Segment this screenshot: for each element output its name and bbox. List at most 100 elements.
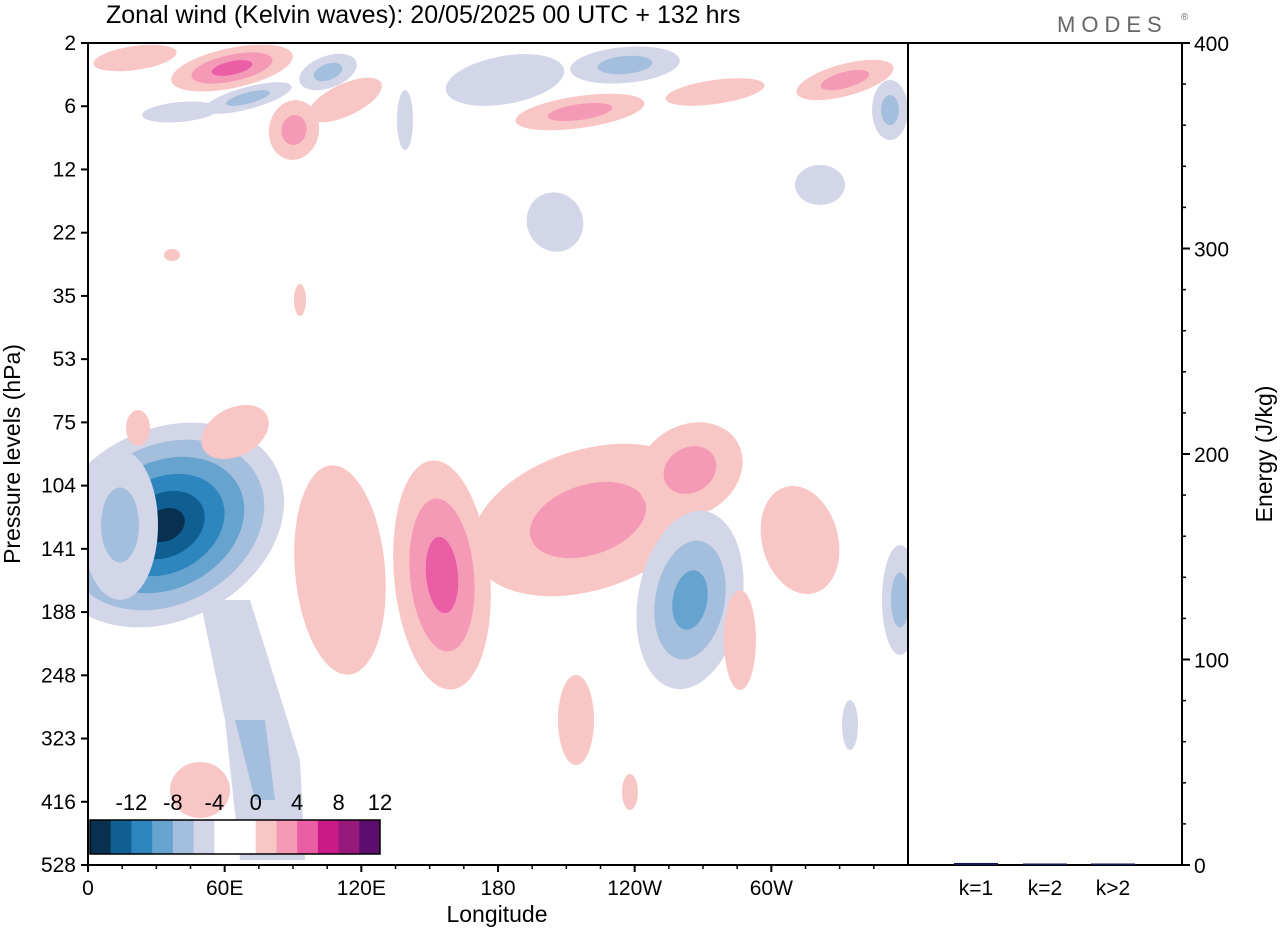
x-tick-label: 60W xyxy=(750,877,793,900)
colorbar-label: 0 xyxy=(250,790,262,815)
energy-bar xyxy=(954,862,998,865)
contour-negative-level xyxy=(672,570,708,630)
colorbar-swatch xyxy=(172,820,195,854)
y-tick-label: 12 xyxy=(53,158,76,181)
contour-positive xyxy=(622,774,638,810)
contour-positive-level xyxy=(760,485,840,595)
contour-negative xyxy=(795,165,845,205)
colorbar-label: -12 xyxy=(116,790,148,815)
x-tick-label: 60E xyxy=(206,877,243,900)
contour-positive-level xyxy=(820,69,870,91)
contour-positive xyxy=(796,59,894,101)
contour-negative xyxy=(235,720,275,800)
y-tick-label: 2 xyxy=(64,32,76,55)
x-axis-label: Longitude xyxy=(446,901,547,927)
y-tick-label: 104 xyxy=(41,475,76,498)
contour-negative xyxy=(882,545,908,655)
colorbar-swatch xyxy=(338,820,360,854)
chart-title: Zonal wind (Kelvin waves): 20/05/2025 00… xyxy=(106,1,740,29)
colorbar-swatch xyxy=(359,820,381,854)
contour-positive-level xyxy=(724,590,756,690)
energy-bars: k=1 k=2 k>2 xyxy=(954,862,1135,900)
contour-positive-level xyxy=(294,465,386,675)
contour-negative xyxy=(88,450,158,600)
contour-negative xyxy=(872,80,908,140)
contour-negative-level xyxy=(397,90,413,150)
contour-positive-level xyxy=(281,115,307,145)
contour-positive xyxy=(308,77,382,123)
colorbar-swatch xyxy=(193,820,215,854)
contour-positive-level xyxy=(308,77,382,123)
x-tick-label: 0 xyxy=(82,877,94,900)
y-tick-label: 53 xyxy=(53,348,76,371)
colorbar-swatch xyxy=(235,820,257,854)
contour-negative xyxy=(526,192,584,252)
y-tick-label: 35 xyxy=(53,285,76,308)
contour-positive xyxy=(294,284,306,316)
contour-positive-level xyxy=(558,675,594,765)
contour-negative xyxy=(142,101,218,123)
contour-negative-level xyxy=(226,90,270,106)
energy-tick-label: 300 xyxy=(1194,239,1229,262)
x-tick-label: 180 xyxy=(480,877,515,900)
y-tick-label: 141 xyxy=(41,538,76,561)
contour-positive xyxy=(558,675,594,765)
contour-negative-level xyxy=(881,95,899,125)
contour-positive-level xyxy=(622,774,638,810)
energy-frame xyxy=(907,42,1183,866)
contour-positive xyxy=(515,93,645,131)
contour-positive-level xyxy=(211,60,253,76)
energy-tick-label: 200 xyxy=(1194,444,1229,467)
contour-positive xyxy=(294,465,386,675)
y-tick-label: 528 xyxy=(41,854,76,877)
contour-negative xyxy=(445,54,565,106)
contour-negative xyxy=(636,510,744,690)
contour-negative-level xyxy=(795,165,845,205)
contour-positive xyxy=(637,422,743,518)
contour-positive-level xyxy=(425,536,459,614)
y-axis-label: Pressure levels (hPa) xyxy=(0,344,25,564)
colorbar-label: -4 xyxy=(205,790,225,815)
contour-positive xyxy=(126,410,150,446)
x-tick-label: 120W xyxy=(607,877,662,900)
contour-positive xyxy=(665,78,765,106)
y-tick-label: 416 xyxy=(41,791,76,814)
y-axis: 2 6 12 22 35 53 75 104 141 188 248 323 416 528 xyxy=(41,32,88,877)
contour-fill xyxy=(88,44,908,860)
colorbar-label: 8 xyxy=(332,790,344,815)
energy-bar xyxy=(1091,863,1135,865)
contour-negative-level xyxy=(597,55,653,75)
contour-negative-level xyxy=(101,487,139,563)
contour-positive xyxy=(201,404,269,460)
colorbar-swatch xyxy=(214,820,236,854)
heatmap-panel: 0 60E 120E 180 120W 60W 2 6 12 22 35 53 75 104 141 188… xyxy=(0,32,909,927)
contour-negative xyxy=(204,82,292,114)
energy-tick-label: 100 xyxy=(1194,650,1229,673)
colorbar-swatch xyxy=(297,820,319,854)
contour-positive xyxy=(170,762,230,818)
colorbar-label: -8 xyxy=(163,790,183,815)
energy-category-label: k=2 xyxy=(1028,877,1062,900)
brand-mark: ® xyxy=(1181,12,1189,23)
energy-bar xyxy=(1023,863,1067,865)
contour-negative-level xyxy=(313,62,343,82)
x-axis: 0 60E 120E 180 120W 60W xyxy=(82,865,875,900)
contour-negative-level xyxy=(891,572,908,628)
energy-panel: k=1 k=2 k>2 0 100 200 300 400 Energy (J/kg) xyxy=(907,33,1277,900)
colorbar-swatch xyxy=(255,820,277,854)
energy-y-axis: 0 100 200 300 400 xyxy=(1182,33,1229,878)
contour-positive-level xyxy=(529,481,647,559)
contour-negative xyxy=(299,53,357,91)
contour-positive-level xyxy=(170,762,230,818)
contour-negative xyxy=(397,90,413,150)
contour-positive-level xyxy=(93,44,177,72)
colorbar-swatch xyxy=(110,820,132,854)
y-tick-label: 22 xyxy=(53,222,76,245)
contour-positive xyxy=(93,44,177,72)
colorbar-swatch xyxy=(90,820,112,854)
colorbar-swatch xyxy=(317,820,340,854)
colorbar-label: 12 xyxy=(368,790,392,815)
contour-positive xyxy=(268,100,320,160)
energy-tick-label: 400 xyxy=(1194,33,1229,56)
contour-positive-level xyxy=(665,78,765,106)
